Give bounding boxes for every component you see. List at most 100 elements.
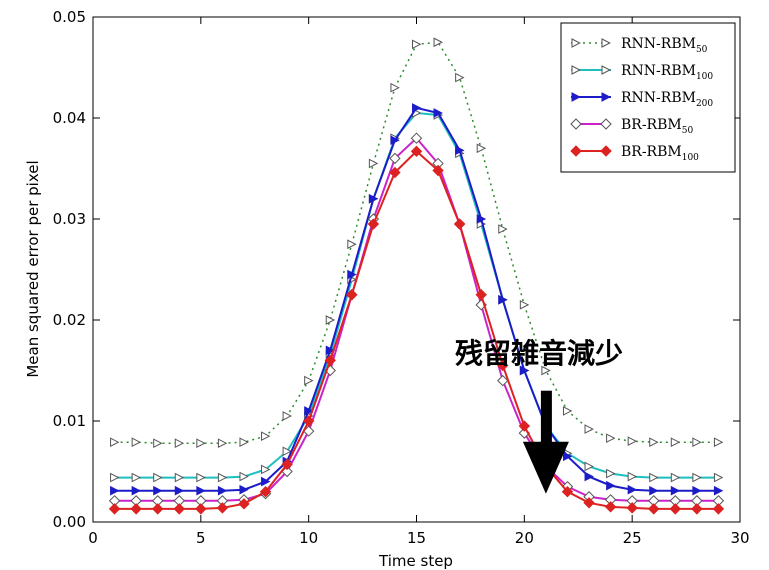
- data-point: [606, 433, 616, 443]
- data-point: [626, 502, 638, 514]
- data-point: [196, 472, 206, 483]
- data-point: [131, 472, 142, 483]
- y-tick-label: 0.01: [53, 412, 86, 430]
- data-point: [131, 485, 142, 496]
- legend-label: BR-RBM100: [621, 144, 699, 163]
- x-tick-label: 20: [515, 529, 534, 547]
- data-point: [217, 485, 228, 496]
- data-point: [497, 374, 509, 387]
- data-point: [217, 438, 228, 449]
- data-point: [498, 224, 508, 234]
- series-5: [108, 145, 725, 515]
- legend-item: BR-RBM50: [570, 117, 693, 136]
- data-point: [368, 193, 379, 204]
- data-point: [410, 145, 423, 158]
- legend-marker: [571, 92, 581, 102]
- data-point: [584, 471, 594, 482]
- data-point: [173, 503, 185, 515]
- legend-marker: [600, 118, 612, 130]
- data-point: [692, 485, 702, 496]
- y-axis-label: Mean squared error per pixel: [24, 160, 42, 377]
- y-tick-label: 0.02: [53, 311, 86, 329]
- data-point: [476, 143, 487, 154]
- data-point: [346, 289, 358, 301]
- data-point: [195, 503, 207, 515]
- data-point: [606, 468, 616, 479]
- data-point: [153, 438, 163, 449]
- data-point: [110, 485, 120, 496]
- data-point: [261, 431, 271, 441]
- data-point: [433, 37, 443, 48]
- data-point: [691, 503, 703, 515]
- data-point: [153, 485, 163, 496]
- legend-item: RNN-RBM100: [571, 63, 713, 82]
- data-point: [238, 498, 250, 510]
- data-point: [713, 472, 724, 483]
- data-point: [627, 471, 638, 482]
- legend-marker: [571, 65, 581, 75]
- y-tick-label: 0.05: [53, 8, 86, 26]
- legend-item: RNN-RBM200: [571, 90, 713, 109]
- data-point: [713, 485, 724, 496]
- data-point: [692, 472, 702, 483]
- data-point: [153, 472, 163, 483]
- data-point: [174, 438, 185, 449]
- data-point: [670, 437, 681, 448]
- legend-label: BR-RBM50: [621, 117, 693, 136]
- data-point: [519, 300, 530, 310]
- data-point: [110, 472, 120, 483]
- data-point: [712, 503, 725, 515]
- data-point: [196, 438, 206, 449]
- data-point: [433, 108, 443, 118]
- data-point: [412, 39, 422, 50]
- data-point: [239, 437, 249, 448]
- data-point: [281, 458, 293, 471]
- arrow-head: [522, 441, 569, 494]
- data-point: [498, 294, 508, 305]
- data-point: [627, 436, 638, 447]
- data-point: [110, 437, 120, 448]
- data-point: [282, 411, 292, 421]
- data-point: [670, 472, 681, 483]
- data-point: [389, 152, 401, 165]
- arrow-shaft: [540, 390, 552, 444]
- annotation-text: 残留雑音減少: [455, 337, 623, 370]
- data-point: [261, 464, 271, 475]
- data-point: [325, 315, 336, 325]
- data-point: [324, 354, 336, 367]
- data-point: [432, 164, 444, 177]
- data-point: [648, 503, 660, 515]
- legend-item: RNN-RBM50: [571, 36, 708, 55]
- legend-marker: [601, 65, 611, 75]
- x-tick-label: 30: [730, 529, 749, 547]
- legend-marker: [600, 145, 612, 157]
- data-point: [304, 406, 314, 416]
- data-point: [518, 420, 531, 432]
- data-point: [108, 503, 121, 515]
- data-point: [604, 501, 617, 513]
- data-point: [130, 503, 142, 515]
- data-point: [692, 437, 702, 448]
- data-point: [541, 365, 551, 376]
- data-point: [261, 476, 271, 487]
- data-point: [347, 239, 357, 250]
- x-tick-label: 5: [196, 529, 206, 547]
- legend-item: BR-RBM100: [570, 144, 699, 163]
- data-point: [584, 424, 594, 434]
- data-point: [325, 345, 336, 356]
- data-point: [497, 359, 509, 372]
- annotation: 残留雑音減少: [455, 337, 623, 494]
- data-point: [302, 415, 315, 427]
- data-point: [174, 485, 185, 496]
- data-point: [282, 446, 292, 457]
- data-point: [670, 485, 681, 496]
- data-point: [649, 437, 659, 448]
- data-point: [390, 82, 400, 93]
- y-tick-label: 0.00: [53, 513, 86, 531]
- data-point: [562, 451, 573, 462]
- data-point: [649, 485, 659, 496]
- data-point: [368, 158, 379, 169]
- legend-marker: [570, 118, 582, 130]
- data-point: [669, 503, 682, 515]
